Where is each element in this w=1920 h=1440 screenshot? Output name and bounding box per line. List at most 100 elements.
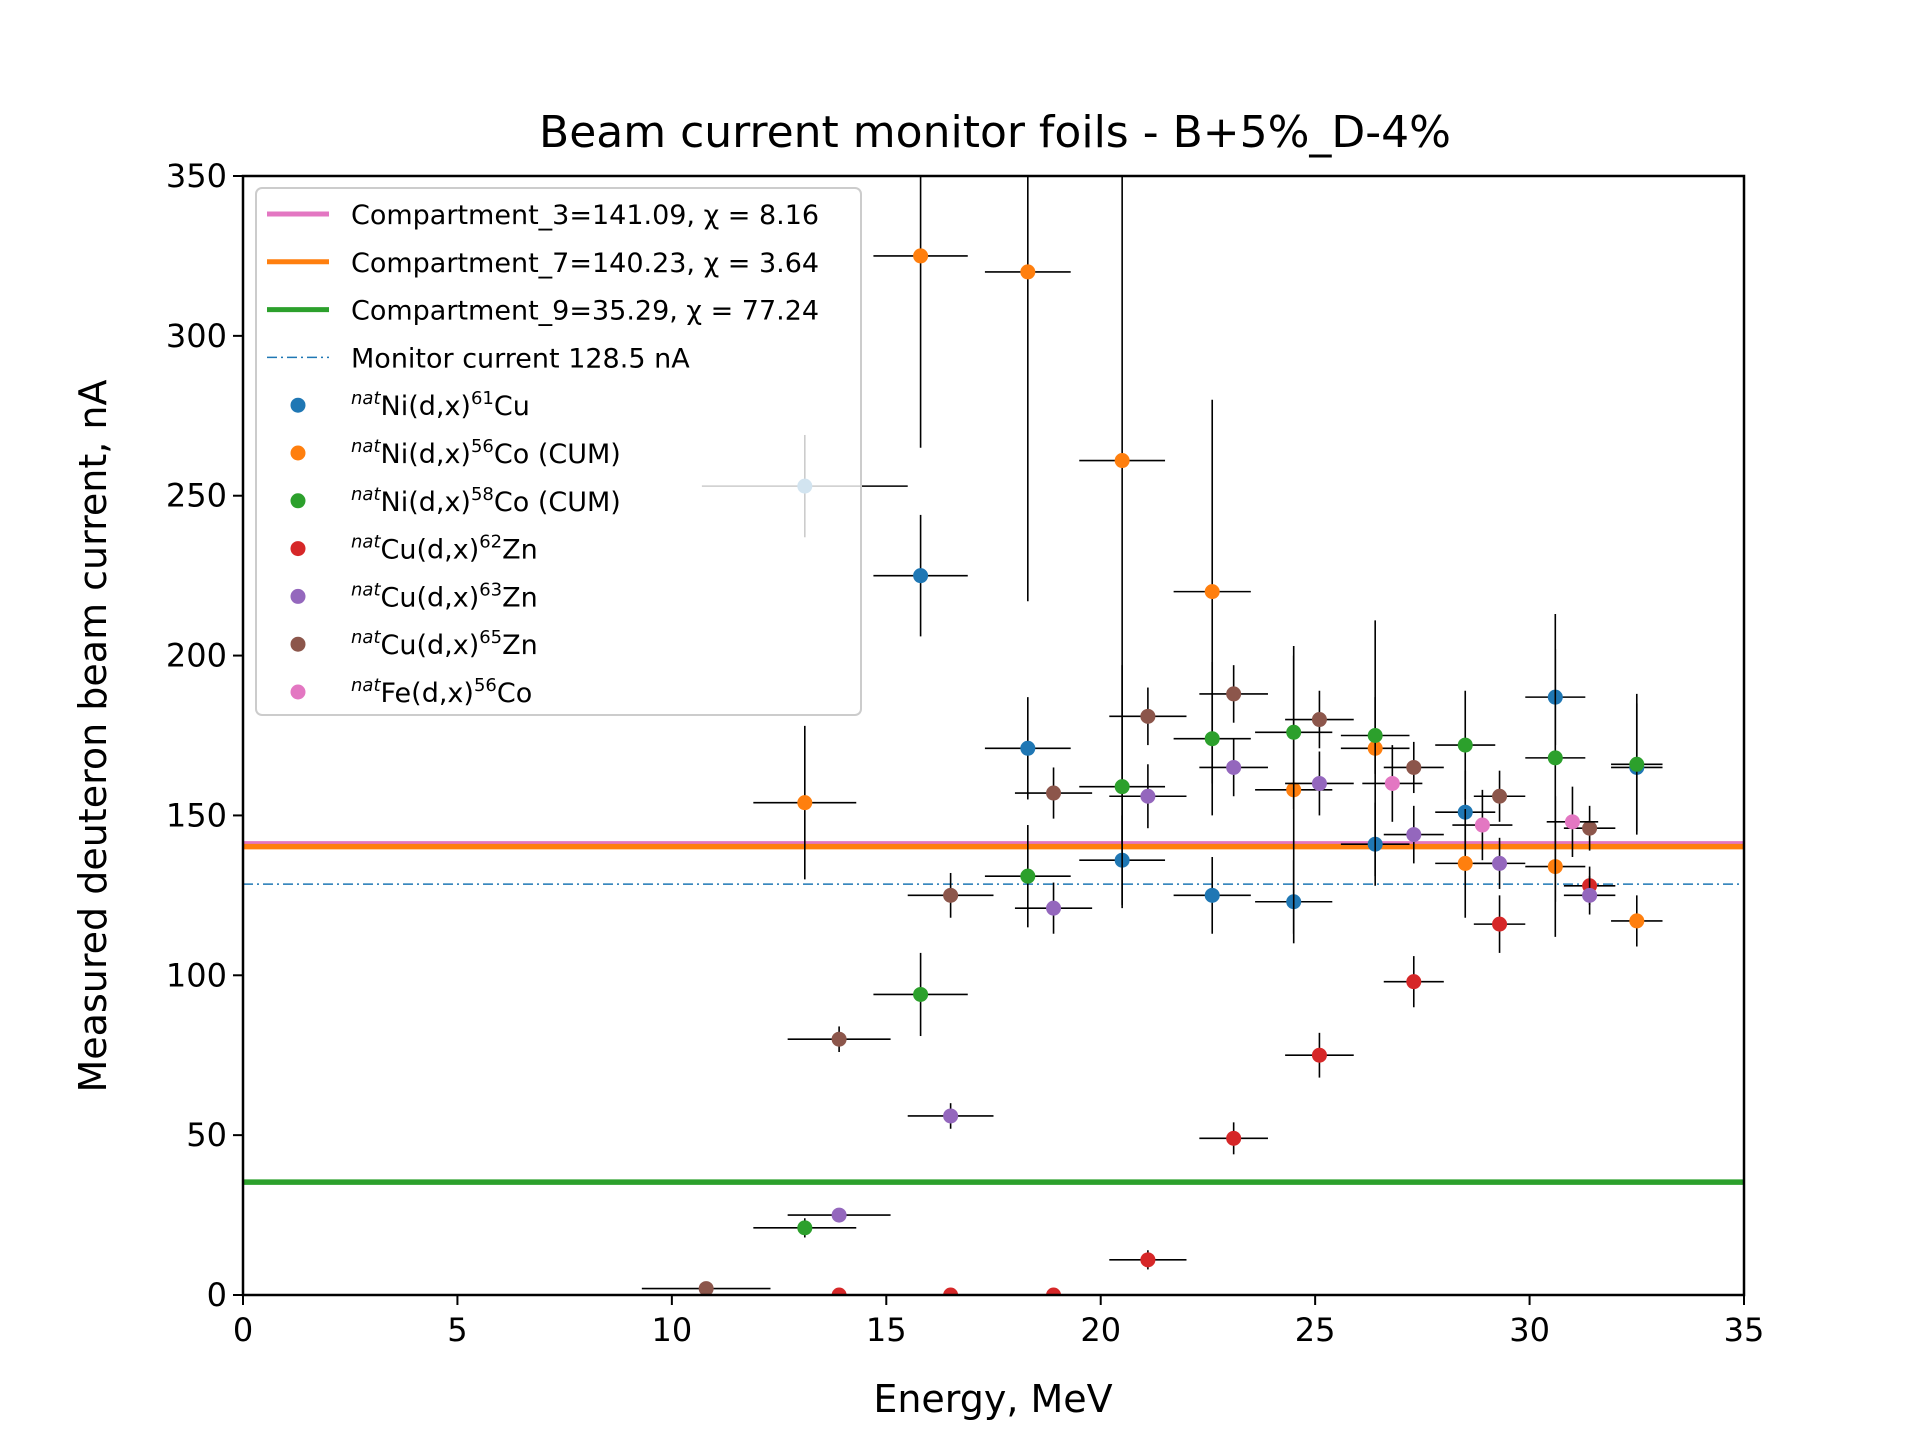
- data-point: [1046, 900, 1062, 916]
- legend-marker-swatch: [290, 588, 306, 604]
- legend-text-part: Ni(d,x): [381, 391, 471, 422]
- plot-area: [243, 176, 1744, 1295]
- data-point: [1406, 827, 1422, 843]
- y-tick-label: 200: [166, 637, 227, 675]
- y-tick-label: 150: [166, 796, 227, 834]
- chart-title: Beam current monitor foils - B+5%_D-4%: [539, 107, 1451, 158]
- data-point: [1140, 1252, 1156, 1268]
- legend-label: natFe(d,x)56Co: [351, 675, 532, 709]
- y-tick-label: 250: [166, 477, 227, 515]
- legend-text-part: Co: [497, 678, 532, 709]
- legend-text-part: Cu(d,x): [381, 535, 480, 566]
- x-tick-label: 30: [1509, 1311, 1550, 1349]
- legend-superscript: 65: [479, 627, 502, 648]
- legend-text-part: Ni(d,x): [381, 487, 471, 518]
- data-point: [1582, 820, 1598, 836]
- legend-superscript: 56: [474, 675, 497, 696]
- legend-text-part: Cu(d,x): [381, 582, 480, 613]
- data-point: [1629, 756, 1645, 772]
- series-5: [787, 738, 1616, 1223]
- legend-text-part: Compartment_3=141.09, χ = 8.16: [351, 200, 819, 231]
- data-point: [797, 1220, 813, 1236]
- x-tick-label: 35: [1724, 1311, 1765, 1349]
- data-point: [1474, 817, 1490, 833]
- data-point: [698, 1281, 714, 1295]
- data-point: [1564, 814, 1580, 830]
- legend-box: [255, 187, 862, 716]
- data-point: [1367, 728, 1383, 743]
- legend-label: natCu(d,x)62Zn: [351, 532, 538, 566]
- data-point: [1020, 740, 1036, 756]
- data-point: [1457, 737, 1473, 753]
- legend-superscript: nat: [351, 627, 381, 648]
- legend-text-part: Compartment_9=35.29, χ = 77.24: [351, 296, 819, 327]
- data-point: [1140, 708, 1156, 724]
- plot-frame: [241, 174, 1746, 1297]
- legend: Compartment_3=141.09, χ = 8.16 Compartmen…: [255, 187, 862, 716]
- legend-label: Compartment_7=140.23, χ = 3.64: [351, 248, 819, 279]
- data-point: [943, 1108, 959, 1124]
- data-point: [1286, 724, 1302, 740]
- data-point: [831, 1207, 847, 1223]
- data-point: [1226, 686, 1242, 702]
- data-point: [1492, 855, 1508, 871]
- data-point: [1046, 785, 1062, 801]
- legend-superscript: 61: [471, 388, 494, 409]
- data-point: [1204, 731, 1220, 747]
- series-7: [1362, 745, 1599, 861]
- data-point: [831, 1031, 847, 1047]
- data-point: [1114, 779, 1130, 795]
- legend-label: natNi(d,x)58Co (CUM): [351, 484, 621, 518]
- x-axis-title: Energy, MeV: [873, 1377, 1112, 1421]
- legend-superscript: 63: [479, 579, 502, 600]
- data-point: [1547, 750, 1563, 766]
- legend-superscript: 62: [479, 532, 502, 553]
- data-point: [1140, 788, 1156, 804]
- legend-label: natNi(d,x)56Co (CUM): [351, 436, 621, 470]
- legend-text-part: Co (CUM): [494, 487, 621, 518]
- legend-label: natCu(d,x)65Zn: [351, 627, 538, 661]
- data-point: [943, 1287, 959, 1295]
- legend-label: Monitor current 128.5 nA: [351, 343, 690, 374]
- y-tick-label: 50: [186, 1116, 227, 1154]
- legend-superscript: 56: [471, 436, 494, 457]
- data-point: [1406, 974, 1422, 990]
- data-point: [1384, 775, 1400, 791]
- legend-text-part: Zn: [502, 582, 538, 613]
- legend-text-part: Compartment_7=140.23, χ = 3.64: [351, 248, 819, 279]
- data-point: [1457, 855, 1473, 871]
- y-tick-label: 300: [166, 317, 227, 355]
- legend-text-part: Ni(d,x): [381, 439, 471, 470]
- data-point: [1020, 264, 1036, 280]
- y-tick-label: 100: [166, 956, 227, 994]
- legend-label: natCu(d,x)63Zn: [351, 579, 538, 613]
- x-tick-label: 25: [1295, 1311, 1336, 1349]
- legend-text-part: Monitor current 128.5 nA: [351, 343, 690, 374]
- data-point: [1492, 916, 1508, 932]
- legend-text-part: Co (CUM): [494, 439, 621, 470]
- legend-marker-swatch: [290, 493, 306, 509]
- legend-marker-swatch: [290, 684, 306, 700]
- data-point: [913, 568, 929, 584]
- data-point: [1406, 759, 1422, 775]
- data-point: [913, 248, 929, 264]
- legend-label: Compartment_3=141.09, χ = 8.16: [351, 200, 819, 231]
- legend-text-part: Cu(d,x): [381, 630, 480, 661]
- data-point: [1046, 1287, 1062, 1295]
- data-point: [1204, 887, 1220, 903]
- x-tick-label: 0: [233, 1311, 253, 1349]
- data-point: [1492, 788, 1508, 804]
- data-point: [1204, 584, 1220, 600]
- data-point: [1311, 712, 1327, 728]
- legend-text-part: Zn: [502, 630, 538, 661]
- data-point: [1114, 453, 1130, 469]
- legend-superscript: nat: [351, 579, 381, 600]
- y-axis-title: Measured deuteron beam current, nA: [71, 380, 115, 1093]
- legend-text-part: Cu: [494, 391, 530, 422]
- data-point: [1226, 1130, 1242, 1146]
- legend-label: Compartment_9=35.29, χ = 77.24: [351, 296, 819, 327]
- data-point: [943, 887, 959, 903]
- data-point: [1629, 913, 1645, 929]
